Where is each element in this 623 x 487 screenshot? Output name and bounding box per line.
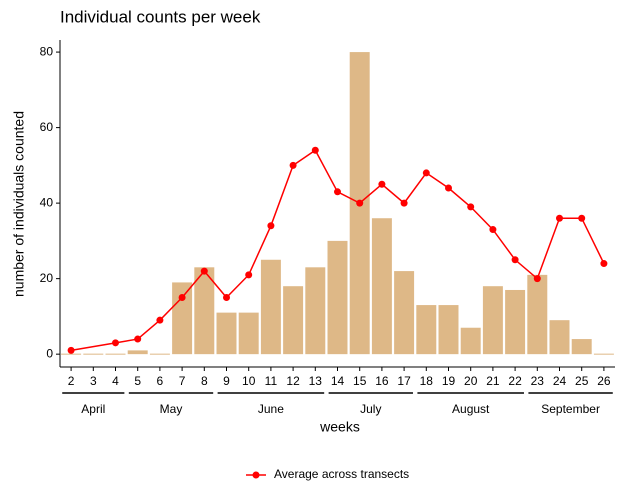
point: [511, 256, 519, 264]
bar: [482, 286, 503, 355]
point: [489, 226, 497, 234]
x-tick-label: 23: [531, 374, 545, 388]
y-tick-label: 0: [46, 346, 53, 360]
point: [134, 335, 142, 343]
point: [223, 294, 230, 302]
bar: [593, 353, 614, 355]
bar: [394, 271, 415, 355]
y-tick-label: 60: [40, 120, 54, 134]
month-label: July: [360, 402, 381, 416]
legend-label: Average across transects: [274, 467, 409, 481]
x-tick-label: 15: [353, 374, 367, 388]
point: [178, 294, 186, 302]
x-tick-label: 13: [309, 374, 323, 388]
x-tick-label: 17: [397, 374, 411, 388]
point: [112, 339, 119, 347]
bar: [194, 267, 215, 355]
bar: [283, 286, 304, 355]
point: [400, 199, 408, 207]
bar: [549, 320, 570, 355]
point: [600, 260, 608, 268]
point: [311, 146, 319, 154]
y-tick-label: 40: [40, 195, 54, 209]
x-tick-label: 11: [265, 374, 278, 388]
point: [378, 180, 386, 188]
point: [289, 161, 297, 169]
x-tick-label: 4: [112, 374, 119, 388]
x-tick-label: 3: [90, 374, 97, 388]
bar: [172, 282, 193, 355]
bar: [571, 339, 592, 355]
x-axis-label: weeks: [319, 419, 360, 435]
bar: [105, 353, 126, 355]
month-label: April: [81, 402, 105, 416]
month-label: May: [160, 402, 183, 416]
x-tick-label: 7: [179, 374, 186, 388]
bar: [61, 353, 82, 355]
x-tick-label: 2: [68, 374, 75, 388]
x-tick-label: 8: [201, 374, 208, 388]
x-tick-label: 5: [134, 374, 141, 388]
bar: [238, 312, 259, 355]
bar: [327, 240, 348, 355]
chart-title: Individual counts per week: [60, 7, 261, 26]
bar: [149, 353, 170, 355]
point: [445, 184, 452, 192]
point: [334, 188, 341, 196]
x-tick-label: 12: [286, 374, 300, 388]
month-label: September: [541, 402, 600, 416]
bar: [438, 305, 459, 355]
x-tick-label: 21: [486, 374, 500, 388]
month-label: June: [258, 402, 284, 416]
y-axis-label: number of individuals counted: [11, 111, 27, 297]
point: [356, 199, 364, 207]
bar: [505, 289, 526, 355]
x-tick-label: 16: [375, 374, 389, 388]
point: [556, 214, 563, 222]
point: [467, 203, 475, 211]
x-tick-label: 9: [223, 374, 230, 388]
bar: [371, 218, 392, 355]
y-tick-label: 20: [40, 271, 54, 285]
point: [533, 275, 541, 283]
bar: [216, 312, 237, 355]
point: [245, 271, 253, 279]
line: [70, 149, 605, 352]
point: [422, 169, 430, 177]
y-tick-label: 80: [40, 44, 54, 58]
point: [200, 267, 208, 275]
bar: [460, 327, 481, 355]
x-tick-label: 10: [242, 374, 256, 388]
x-tick-label: 24: [553, 374, 567, 388]
x-tick-label: 20: [464, 374, 478, 388]
bar: [305, 267, 326, 355]
x-tick-label: 6: [157, 374, 164, 388]
point: [578, 214, 586, 222]
bar: [127, 350, 148, 355]
month-label: August: [452, 402, 490, 416]
legend-point: [252, 471, 260, 479]
x-tick-label: 22: [508, 374, 522, 388]
bar: [260, 259, 281, 355]
x-tick-label: 26: [597, 374, 611, 388]
point: [67, 346, 75, 354]
x-tick-label: 19: [442, 374, 456, 388]
x-tick-label: 25: [575, 374, 589, 388]
x-tick-label: 14: [331, 374, 345, 388]
point: [156, 316, 164, 324]
x-tick-label: 18: [420, 374, 434, 388]
bar: [527, 274, 548, 355]
point: [267, 222, 275, 230]
bar: [416, 305, 437, 355]
bar: [83, 353, 104, 355]
